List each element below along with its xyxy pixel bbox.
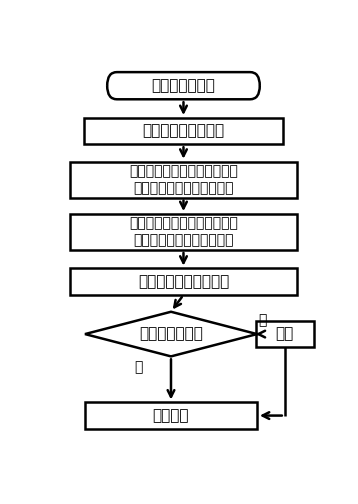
FancyBboxPatch shape (70, 162, 297, 198)
Text: 计算增强响应的谱峭度: 计算增强响应的谱峭度 (138, 274, 229, 289)
Text: 否: 否 (134, 360, 142, 374)
FancyBboxPatch shape (84, 118, 284, 144)
FancyBboxPatch shape (70, 269, 297, 295)
Text: 判断是否是谐波: 判断是否是谐波 (139, 327, 203, 342)
Text: 参数识别: 参数识别 (153, 408, 189, 423)
Text: 对功率谱密度矩阵做奇异值分
解，得到奇异值与奇异向量: 对功率谱密度矩阵做奇异值分 解，得到奇异值与奇异向量 (129, 164, 238, 195)
Polygon shape (85, 312, 257, 356)
Text: 在奇异值曲线上拾取共振峰，
并分离出其对应的增强响应: 在奇异值曲线上拾取共振峰， 并分离出其对应的增强响应 (129, 216, 238, 247)
Text: 去除: 去除 (276, 327, 294, 342)
FancyBboxPatch shape (107, 72, 260, 99)
FancyBboxPatch shape (85, 402, 257, 429)
Text: 估计功率谱密度矩阵: 估计功率谱密度矩阵 (142, 123, 224, 139)
Text: 是: 是 (258, 313, 267, 327)
Text: 多通道测试信号: 多通道测试信号 (151, 78, 216, 93)
FancyBboxPatch shape (70, 214, 297, 250)
FancyBboxPatch shape (256, 321, 314, 347)
